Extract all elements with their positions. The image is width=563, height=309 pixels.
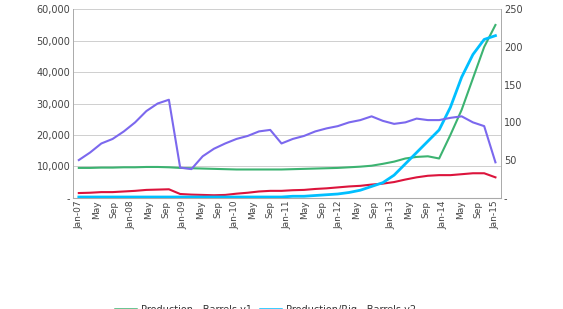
Legend: Production - Barrels y1, Rig Count - y-2, Production/Rig - Barrels y2, US Oil Pr: Production - Barrels y1, Rig Count - y-2… (111, 301, 421, 309)
